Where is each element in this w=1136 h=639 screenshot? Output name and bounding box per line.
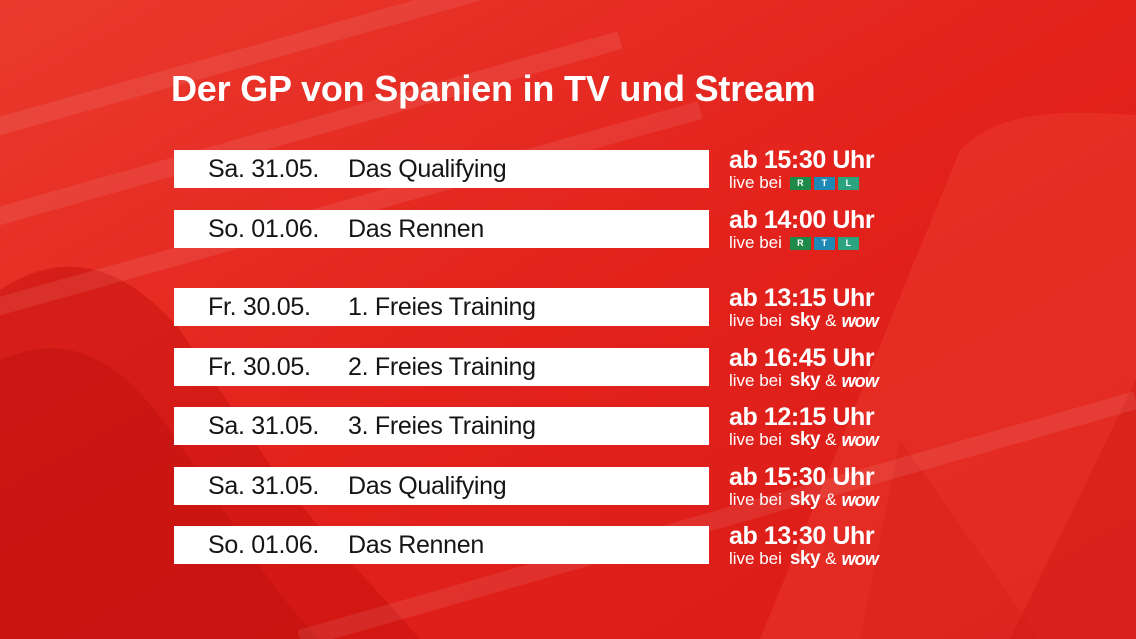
broadcaster-line: live bei R T L — [729, 233, 859, 253]
schedule-row: So. 01.06. Das Rennen ab 13:30 Uhr live bei… — [0, 522, 1136, 586]
live-prefix: live bei — [729, 371, 782, 390]
session-name: Das Rennen — [348, 531, 484, 559]
schedule-bar: So. 01.06. Das Rennen — [174, 210, 709, 248]
broadcaster-line: live bei sky & wow — [729, 548, 879, 570]
broadcaster-line: live bei sky & wow — [729, 489, 879, 511]
session-date: Fr. 30.05. — [208, 293, 311, 321]
rtl-logo-letter: R — [789, 176, 811, 190]
wow-logo: wow — [841, 371, 879, 391]
wow-logo: wow — [841, 490, 879, 510]
session-time: ab 15:30 Uhr — [729, 146, 875, 174]
sky-logo: sky — [789, 370, 821, 391]
wow-logo: wow — [841, 549, 879, 569]
schedule-row: Sa. 31.05. 3. Freies Training ab 12:15 Uhr… — [0, 403, 1136, 467]
ampersand: & — [825, 490, 837, 509]
ampersand: & — [825, 430, 837, 449]
ampersand: & — [825, 311, 837, 330]
session-time: ab 15:30 Uhr — [729, 463, 875, 491]
ampersand: & — [825, 549, 837, 568]
session-time: ab 16:45 Uhr — [729, 344, 875, 372]
schedule-row: Sa. 31.05. Das Qualifying ab 15:30 Uhr live… — [0, 146, 1136, 210]
schedule-bar: So. 01.06. Das Rennen — [174, 526, 709, 564]
wow-logo: wow — [841, 430, 879, 450]
live-prefix: live bei — [729, 233, 782, 252]
broadcaster-line: live bei sky & wow — [729, 429, 879, 451]
schedule-row: Fr. 30.05. 1. Freies Training ab 13:15 Uhr… — [0, 284, 1136, 348]
live-prefix: live bei — [729, 430, 782, 449]
rtl-logo-letter: T — [813, 176, 835, 190]
wow-logo: wow — [841, 311, 879, 331]
session-time: ab 12:15 Uhr — [729, 403, 875, 431]
page-title: Der GP von Spanien in TV und Stream — [171, 68, 816, 109]
ampersand: & — [825, 371, 837, 390]
rtl-logo-letter: L — [837, 176, 859, 190]
session-date: So. 01.06. — [208, 531, 319, 559]
session-name: 3. Freies Training — [348, 412, 536, 440]
session-time: ab 13:15 Uhr — [729, 284, 875, 312]
session-name: 2. Freies Training — [348, 353, 536, 381]
rtl-logo-letter: R — [789, 236, 811, 250]
sky-logo: sky — [789, 489, 821, 510]
session-name: Das Qualifying — [348, 472, 507, 500]
session-name: Das Rennen — [348, 215, 484, 243]
session-date: Sa. 31.05. — [208, 472, 319, 500]
schedule-bar: Fr. 30.05. 2. Freies Training — [174, 348, 709, 386]
live-prefix: live bei — [729, 311, 782, 330]
session-date: So. 01.06. — [208, 215, 319, 243]
live-prefix: live bei — [729, 173, 782, 192]
schedule-bar: Sa. 31.05. Das Qualifying — [174, 467, 709, 505]
sky-logo: sky — [789, 310, 821, 331]
schedule-bar: Sa. 31.05. 3. Freies Training — [174, 407, 709, 445]
broadcaster-line: live bei sky & wow — [729, 310, 879, 332]
broadcaster-line: live bei R T L — [729, 173, 859, 193]
sky-logo: sky — [789, 548, 821, 569]
live-prefix: live bei — [729, 490, 782, 509]
sky-logo: sky — [789, 429, 821, 450]
schedule-row: Sa. 31.05. Das Qualifying ab 15:30 Uhr live… — [0, 463, 1136, 527]
session-name: 1. Freies Training — [348, 293, 536, 321]
session-date: Sa. 31.05. — [208, 155, 319, 183]
session-date: Sa. 31.05. — [208, 412, 319, 440]
schedule-row: So. 01.06. Das Rennen ab 14:00 Uhr live bei… — [0, 206, 1136, 270]
schedule-row: Fr. 30.05. 2. Freies Training ab 16:45 Uhr… — [0, 344, 1136, 408]
session-time: ab 14:00 Uhr — [729, 206, 875, 234]
session-name: Das Qualifying — [348, 155, 507, 183]
broadcaster-line: live bei sky & wow — [729, 370, 879, 392]
rtl-logo-letter: T — [813, 236, 835, 250]
live-prefix: live bei — [729, 549, 782, 568]
session-date: Fr. 30.05. — [208, 353, 311, 381]
session-time: ab 13:30 Uhr — [729, 522, 875, 550]
schedule-bar: Fr. 30.05. 1. Freies Training — [174, 288, 709, 326]
rtl-logo-letter: L — [837, 236, 859, 250]
schedule-bar: Sa. 31.05. Das Qualifying — [174, 150, 709, 188]
